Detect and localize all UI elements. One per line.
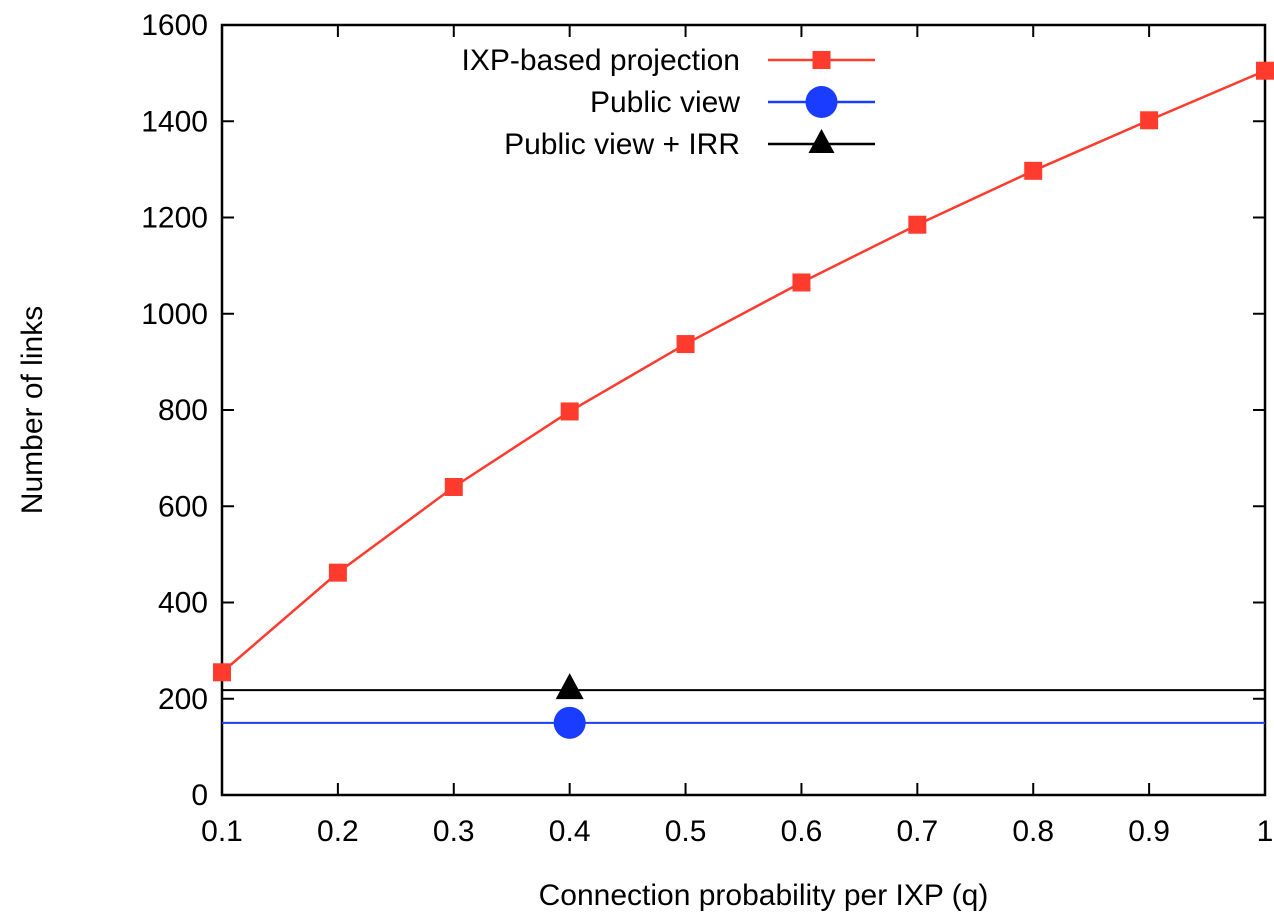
series-point-0 — [328, 563, 347, 582]
series-line-0 — [221, 69, 1266, 674]
legend-marker-0 — [812, 51, 831, 69]
y-tick-label: 600 — [158, 490, 208, 523]
legend-marker-2 — [808, 129, 835, 153]
legend-marker-1 — [805, 86, 838, 118]
x-tick-label: 0.8 — [1012, 815, 1054, 848]
y-tick-label: 1400 — [141, 105, 208, 138]
x-tick-label: 1 — [1257, 815, 1274, 848]
series-point-0 — [560, 402, 579, 421]
y-tick-label: 200 — [158, 683, 208, 716]
x-axis-title: Connection probability per IXP (q) — [539, 879, 989, 912]
series-point-0 — [908, 215, 927, 234]
series-point-0 — [213, 663, 231, 682]
y-tick-label: 1000 — [141, 298, 208, 331]
legend-label-2: Public view + IRR — [504, 128, 740, 161]
series-point-0 — [444, 478, 463, 496]
axes: 0 200 400 600 800 1000 1200 1400 1600 0.1 0.2 0.3 0.… — [141, 9, 1273, 848]
series-point-0 — [676, 335, 695, 354]
series-point-0 — [1256, 61, 1274, 80]
y-tick-label: 800 — [158, 394, 208, 427]
series-marker-1 — [553, 706, 586, 739]
legend-label-1: Public view — [590, 86, 740, 119]
x-tick-label: 0.2 — [317, 815, 359, 848]
x-tick-label: 0.3 — [433, 815, 475, 848]
series-marker-2 — [555, 673, 584, 700]
y-tick-label: 1600 — [141, 9, 208, 42]
x-tick-label: 0.9 — [1128, 815, 1170, 848]
y-tick-label: 400 — [158, 587, 208, 620]
y-tick-label: 1200 — [141, 202, 208, 235]
plot-area — [220, 23, 1267, 797]
x-tick-label: 0.7 — [896, 815, 938, 848]
y-tick-label: 0 — [191, 779, 208, 812]
legend: IXP-based projection Public view Public vi… — [462, 44, 875, 161]
x-tick-label: 0.1 — [201, 815, 243, 848]
series-layer — [213, 61, 1274, 739]
series-point-0 — [1140, 111, 1159, 130]
series-point-0 — [792, 273, 811, 292]
x-tick-label: 0.4 — [549, 815, 591, 848]
legend-label-0: IXP-based projection — [462, 44, 741, 77]
plot-frame — [220, 23, 1267, 797]
x-tick-label: 0.5 — [665, 815, 707, 848]
series-point-0 — [1024, 161, 1043, 180]
y-axis-title: Number of links — [16, 306, 49, 514]
x-tick-label: 0.6 — [781, 815, 823, 848]
